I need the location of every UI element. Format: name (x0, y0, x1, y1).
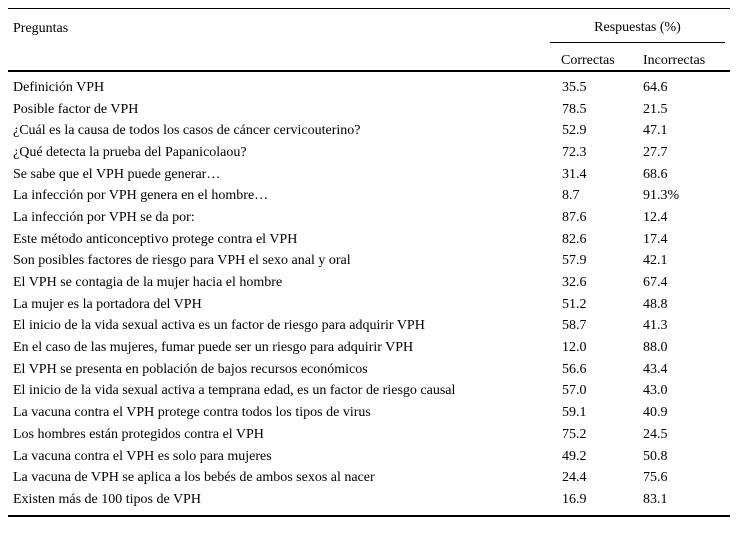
incorrect-value-cell: 42.1 (643, 253, 668, 269)
question-cell: La mujer es la portadora del VPH (13, 296, 202, 312)
incorrect-value-cell: 68.6 (643, 166, 668, 182)
table-body: Definición VPH 35.5 64.6 Posible factor … (8, 72, 730, 517)
correct-value-cell: 57.0 (562, 383, 587, 399)
table-row: En el caso de las mujeres, fumar puede s… (8, 337, 730, 359)
question-cell: La infección por VPH genera en el hombre… (13, 188, 269, 204)
table-row: El inicio de la vida sexual activa a tem… (8, 381, 730, 403)
question-cell: El inicio de la vida sexual activa es un… (13, 318, 425, 334)
correct-value-cell: 31.4 (562, 166, 587, 182)
table-row: Son posibles factores de riesgo para VPH… (8, 251, 730, 273)
incorrect-value-cell: 24.5 (643, 426, 668, 442)
table-row: Posible factor de VPH 78.5 21.5 (8, 99, 730, 121)
incorrect-value-cell: 27.7 (643, 144, 668, 160)
correct-value-cell: 32.6 (562, 275, 587, 291)
table-row: La infección por VPH genera en el hombre… (8, 185, 730, 207)
correct-column-header: Correctas (561, 53, 615, 68)
question-cell: La vacuna contra el VPH es solo para muj… (13, 448, 272, 464)
correct-value-cell: 8.7 (562, 188, 580, 204)
correct-value-cell: 16.9 (562, 491, 587, 507)
correct-value-cell: 78.5 (562, 101, 587, 117)
table-row: La mujer es la portadora del VPH 51.2 48… (8, 294, 730, 316)
question-cell: Los hombres están protegidos contra el V… (13, 426, 264, 442)
incorrect-value-cell: 12.4 (643, 209, 668, 225)
incorrect-value-cell: 48.8 (643, 296, 668, 312)
question-cell: Definición VPH (13, 79, 105, 95)
question-cell: Existen más de 100 tipos de VPH (13, 491, 201, 507)
questions-column-header: Preguntas (13, 21, 69, 36)
incorrect-value-cell: 83.1 (643, 491, 668, 507)
incorrect-value-cell: 75.6 (643, 470, 668, 486)
correct-value-cell: 56.6 (562, 361, 587, 377)
table-row: Se sabe que el VPH puede generar… 31.4 6… (8, 164, 730, 186)
table-row: Existen más de 100 tipos de VPH 16.9 83.… (8, 489, 730, 511)
correct-value-cell: 49.2 (562, 448, 587, 464)
incorrect-value-cell: 91.3% (643, 188, 680, 204)
correct-value-cell: 57.9 (562, 253, 587, 269)
table-row: Definición VPH 35.5 64.6 (8, 77, 730, 99)
question-cell: Se sabe que el VPH puede generar… (13, 166, 221, 182)
incorrect-value-cell: 21.5 (643, 101, 668, 117)
incorrect-value-cell: 43.0 (643, 383, 668, 399)
incorrect-value-cell: 67.4 (643, 275, 668, 291)
correct-value-cell: 51.2 (562, 296, 587, 312)
correct-value-cell: 58.7 (562, 318, 587, 334)
table-row: La vacuna de VPH se aplica a los bebés d… (8, 467, 730, 489)
table-row: Este método anticonceptivo protege contr… (8, 229, 730, 251)
table-header: Preguntas Respuestas (%) Correctas Incor… (8, 9, 730, 72)
correct-value-cell: 87.6 (562, 209, 587, 225)
table-row: El VPH se presenta en población de bajos… (8, 359, 730, 381)
table-row: Los hombres están protegidos contra el V… (8, 424, 730, 446)
table-row: ¿Cuál es la causa de todos los casos de … (8, 120, 730, 142)
correct-value-cell: 12.0 (562, 340, 587, 356)
correct-value-cell: 75.2 (562, 426, 587, 442)
question-cell: En el caso de las mujeres, fumar puede s… (13, 340, 414, 356)
table-row: La infección por VPH se da por: 87.6 12.… (8, 207, 730, 229)
question-cell: La vacuna contra el VPH protege contra t… (13, 405, 371, 421)
table-row: El inicio de la vida sexual activa es un… (8, 316, 730, 338)
incorrect-value-cell: 50.8 (643, 448, 668, 464)
incorrect-value-cell: 47.1 (643, 123, 668, 139)
incorrect-value-cell: 40.9 (643, 405, 668, 421)
question-cell: El inicio de la vida sexual activa a tem… (13, 383, 456, 399)
question-cell: La infección por VPH se da por: (13, 209, 195, 225)
results-table: Preguntas Respuestas (%) Correctas Incor… (8, 8, 730, 517)
question-cell: Son posibles factores de riesgo para VPH… (13, 253, 351, 269)
question-cell: Este método anticonceptivo protege contr… (13, 231, 298, 247)
table-row: ¿Qué detecta la prueba del Papanicolaou?… (8, 142, 730, 164)
correct-value-cell: 35.5 (562, 79, 587, 95)
correct-value-cell: 52.9 (562, 123, 587, 139)
question-cell: El VPH se contagia de la mujer hacia el … (13, 275, 283, 291)
incorrect-value-cell: 17.4 (643, 231, 668, 247)
incorrect-value-cell: 41.3 (643, 318, 668, 334)
incorrect-value-cell: 88.0 (643, 340, 668, 356)
question-cell: La vacuna de VPH se aplica a los bebés d… (13, 470, 375, 486)
question-cell: ¿Qué detecta la prueba del Papanicolaou? (13, 144, 247, 160)
correct-value-cell: 24.4 (562, 470, 587, 486)
incorrect-value-cell: 43.4 (643, 361, 668, 377)
incorrect-column-header: Incorrectas (643, 53, 706, 68)
table-row: La vacuna contra el VPH es solo para muj… (8, 446, 730, 468)
table-row: El VPH se contagia de la mujer hacia el … (8, 272, 730, 294)
incorrect-value-cell: 64.6 (643, 79, 668, 95)
question-cell: ¿Cuál es la causa de todos los casos de … (13, 123, 361, 139)
correct-value-cell: 59.1 (562, 405, 587, 421)
question-cell: Posible factor de VPH (13, 101, 139, 117)
question-cell: El VPH se presenta en población de bajos… (13, 361, 368, 377)
responses-group-header: Respuestas (%) (550, 19, 725, 43)
correct-value-cell: 72.3 (562, 144, 587, 160)
table-row: La vacuna contra el VPH protege contra t… (8, 402, 730, 424)
correct-value-cell: 82.6 (562, 231, 587, 247)
